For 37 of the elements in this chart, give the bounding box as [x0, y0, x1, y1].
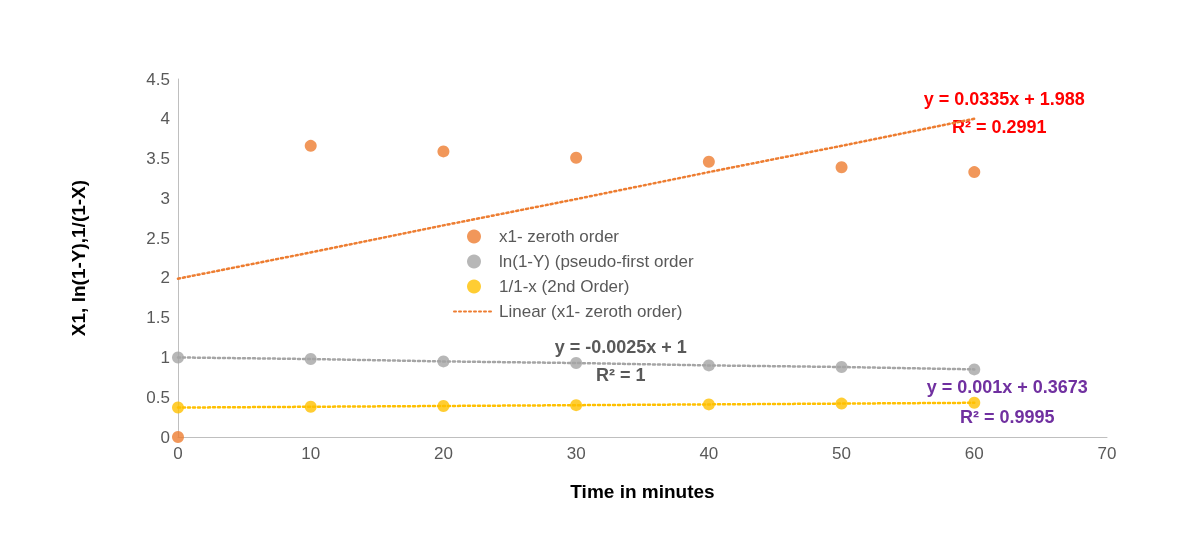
- x-tick-label: 30: [566, 444, 586, 463]
- x-axis-title: Time in minutes: [570, 481, 715, 502]
- annotation: R² = 0.9995: [960, 406, 1055, 427]
- y-tick-label: 1.5: [146, 308, 170, 328]
- point: [835, 161, 848, 174]
- legend-label: ln(1-Y) (pseudo-first order: [499, 252, 694, 271]
- point: [172, 431, 184, 443]
- point: [702, 155, 715, 168]
- y-tick-label: 0.5: [146, 387, 170, 407]
- annotation: R² = 1: [596, 364, 646, 385]
- y-tick-label: 0: [160, 427, 170, 447]
- y-tick-label: 2.5: [146, 228, 170, 248]
- point: [304, 139, 317, 152]
- y-axis-title: X1, ln(1-Y),1/(1-X): [68, 179, 89, 337]
- legend-label: 1/1-x (2nd Order): [499, 277, 630, 296]
- x-tick-label: 60: [964, 444, 984, 463]
- x-tick-label: 50: [832, 444, 852, 463]
- x-tick-label: 20: [433, 444, 453, 463]
- annotation: y = 0.0335x + 1.988: [923, 88, 1085, 109]
- x-tick-label: 10: [301, 444, 321, 463]
- y-tick-label: 4.5: [146, 69, 170, 89]
- y-tick-label: 4: [160, 109, 170, 129]
- point: [437, 145, 450, 158]
- annotation: y = -0.0025x + 1: [554, 336, 687, 357]
- point: [968, 166, 981, 179]
- y-tick-label: 2: [160, 268, 170, 288]
- x-tick-label: 70: [1097, 444, 1117, 463]
- y-tick-label: 3: [160, 188, 170, 208]
- y-tick-label: 3.5: [146, 149, 170, 169]
- line-series: [176, 117, 976, 280]
- legend-label: Linear (x1- zeroth order): [499, 302, 683, 321]
- annotation: y = 0.001x + 0.3673: [926, 376, 1088, 397]
- x-tick-label: 40: [699, 444, 719, 463]
- x-tick-label: 0: [173, 444, 183, 463]
- legend-label: x1- zeroth order: [499, 227, 620, 246]
- point: [570, 151, 583, 164]
- y-tick-label: 1: [160, 347, 170, 367]
